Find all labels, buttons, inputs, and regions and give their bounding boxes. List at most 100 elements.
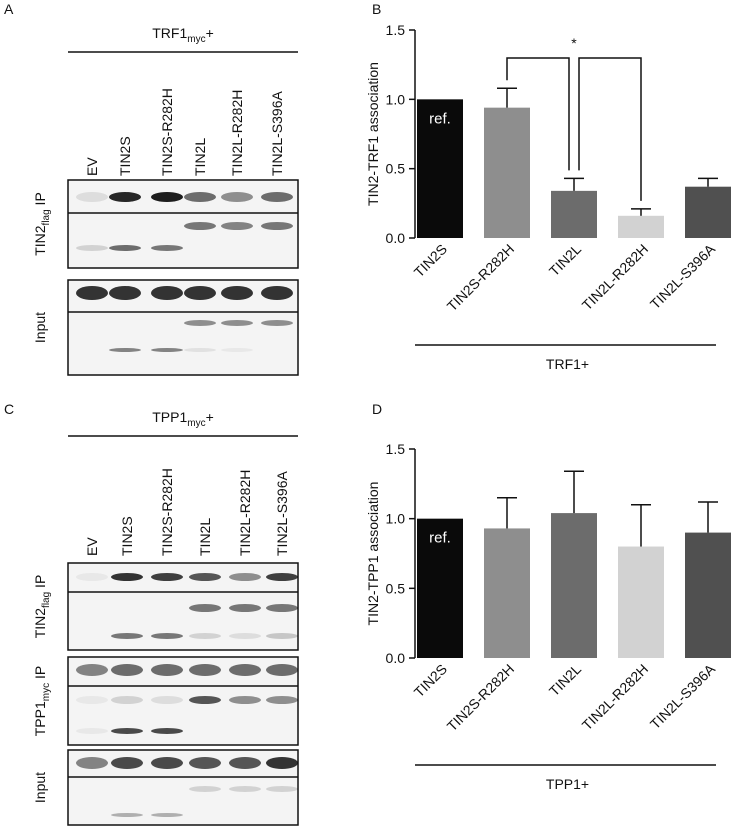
y-axis-label: TIN2-TPP1 association (365, 482, 381, 626)
blot-band (229, 633, 261, 639)
x-tick-label: TIN2S-R282H (444, 241, 517, 314)
bar-annotation: ref. (429, 110, 451, 127)
panel-label: D (372, 401, 382, 417)
x-tick-label: TIN2L (546, 661, 584, 699)
bar (484, 107, 530, 238)
treatment-sub: myc (187, 34, 205, 45)
lane-label: TIN2L (197, 518, 213, 556)
error-bar (564, 470, 584, 514)
blot-band (76, 573, 108, 581)
blot-band (221, 320, 253, 326)
treatment-label: TRF1myc+ (152, 25, 214, 45)
blot-band (76, 696, 108, 704)
blot-band (189, 696, 221, 704)
significance-bracket (578, 57, 642, 201)
blot-band (261, 286, 293, 300)
blot-band (184, 348, 216, 352)
error-bar (698, 501, 718, 533)
blot-band (229, 757, 261, 769)
blot-band (266, 664, 298, 676)
blot-band (184, 286, 216, 300)
blot-band (229, 573, 261, 581)
lane-label: TIN2L-S396A (269, 91, 285, 176)
error-bar (497, 497, 517, 529)
treatment-name: TPP1 (152, 409, 187, 425)
blot-band (76, 664, 108, 676)
blot-band (221, 348, 253, 352)
lane-label: TIN2S-R282H (159, 468, 175, 556)
blot-band (189, 786, 221, 792)
blot-band (109, 192, 141, 202)
blot-band (151, 633, 183, 639)
blot-sub: flag (41, 592, 52, 608)
blot-name: Input (32, 312, 48, 343)
treatment-suffix: + (206, 409, 214, 425)
blot-band (109, 286, 141, 300)
lane-label: TIN2L-R282H (237, 470, 253, 556)
bar (551, 513, 597, 658)
bar (484, 528, 530, 658)
blot-band (151, 664, 183, 676)
blot-band (266, 696, 298, 704)
blot-band (111, 664, 143, 676)
x-tick-label: TIN2S (411, 661, 450, 700)
lane-label: TIN2S (117, 136, 133, 176)
blot-band (221, 192, 253, 202)
lane-label: TIN2S (119, 516, 135, 556)
blot-band (76, 728, 108, 734)
x-tick-label: TIN2S-R282H (444, 661, 517, 734)
blot-band (111, 728, 143, 734)
blot-band (151, 696, 183, 704)
panel-label: A (4, 1, 14, 17)
x-axis-label: TRF1+ (546, 356, 589, 372)
blot-suffix: IP (32, 192, 48, 209)
blot-band (266, 786, 298, 792)
treatment-name: TRF1 (152, 25, 187, 41)
blot-name: TPP1 (32, 701, 48, 736)
x-tick-label: TIN2L-R282H (579, 661, 651, 733)
blot-band (109, 245, 141, 251)
blot-band (151, 728, 183, 734)
error-bar (631, 503, 651, 547)
error-bar (631, 208, 651, 216)
y-tick-label: 0.5 (386, 580, 406, 596)
blot-band (266, 573, 298, 581)
panel-label: C (4, 401, 14, 417)
blot-band (151, 192, 183, 202)
bar (417, 518, 463, 658)
blot-band (111, 573, 143, 581)
blot-suffix: IP (32, 575, 48, 592)
treatment-sub: myc (187, 418, 205, 429)
x-tick-label: TIN2L (546, 241, 584, 279)
blot-band (109, 348, 141, 352)
blot-band (229, 604, 261, 612)
blot-band (189, 664, 221, 676)
blot-band (111, 757, 143, 769)
treatment-suffix: + (206, 25, 214, 41)
blot-band (189, 573, 221, 581)
x-tick-label: TIN2S (411, 241, 450, 280)
bar (618, 215, 664, 238)
blot-band (151, 757, 183, 769)
blot-band (266, 757, 298, 769)
lane-label: EV (84, 537, 100, 556)
lane-label: TIN2L (192, 138, 208, 176)
blot-band (229, 664, 261, 676)
blot-band (229, 696, 261, 704)
bar (417, 99, 463, 238)
blot-label: Input (32, 772, 48, 803)
blot-band (76, 757, 108, 769)
y-tick-label: 0.5 (386, 161, 406, 177)
bar (685, 186, 731, 238)
x-tick-label: TIN2L-R282H (579, 241, 651, 313)
lane-label: TIN2L-S396A (274, 471, 290, 556)
bar (685, 532, 731, 658)
blot-band (189, 757, 221, 769)
y-tick-label: 1.0 (386, 91, 406, 107)
blot-band (151, 573, 183, 581)
y-tick-label: 0.0 (386, 650, 406, 666)
panel-label: B (372, 1, 381, 17)
y-tick-label: 1.5 (386, 441, 406, 457)
y-tick-label: 1.5 (386, 22, 406, 38)
blot-band (151, 348, 183, 352)
